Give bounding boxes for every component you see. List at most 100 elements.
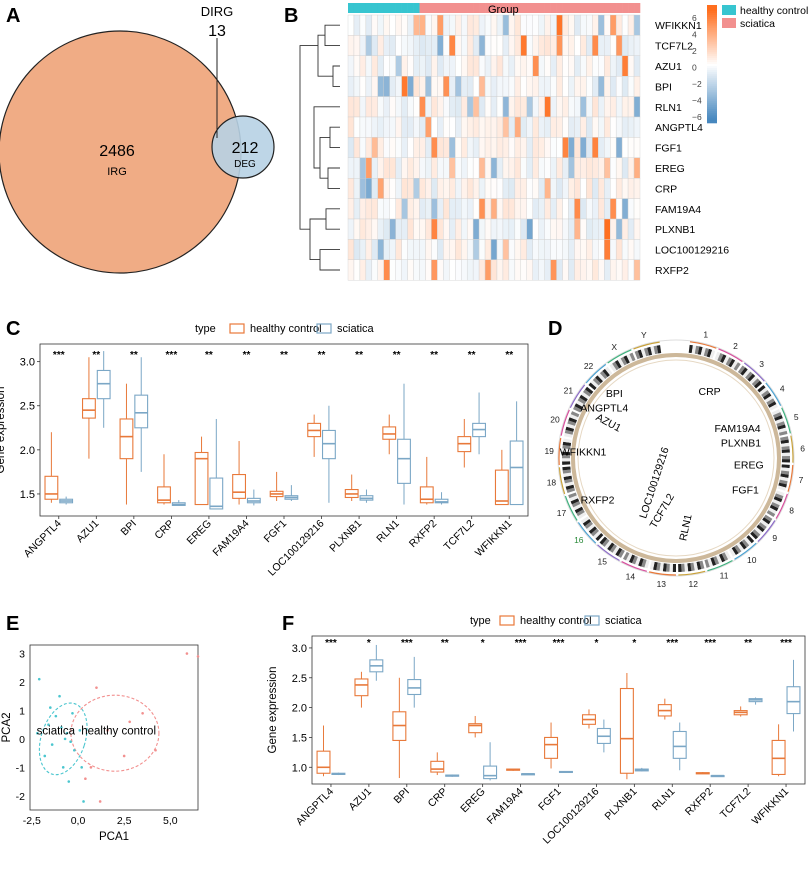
pca-y-axis-label: PCA2 (1, 712, 13, 742)
heatmap-cell (556, 239, 563, 260)
y-tick-label: 3.0 (20, 357, 35, 369)
heatmap-cell (544, 137, 551, 158)
y-axis-label: Gene expression (267, 667, 279, 754)
heatmap-cell (359, 14, 367, 36)
heatmap-cell (520, 177, 527, 199)
heatmap-cell (592, 55, 599, 77)
heatmap-group-cell (604, 3, 611, 13)
significance-label: ** (243, 350, 251, 361)
heatmap-cell (610, 75, 617, 97)
heatmap-cell (627, 239, 635, 260)
heatmap-cell (443, 35, 450, 57)
y-tick-label: 2.5 (20, 401, 35, 413)
circos-chromosome-band (780, 436, 789, 441)
box-body (194, 451, 209, 506)
heatmap-cell (407, 177, 414, 199)
circos-chromosome-band (622, 551, 630, 561)
significance-label: *** (53, 350, 65, 361)
box-body (468, 723, 483, 734)
heatmap-cell (526, 137, 533, 158)
circos-chromosome-label: 21 (564, 386, 574, 396)
heatmap-cell (580, 14, 587, 36)
heatmap-cell (580, 55, 587, 77)
heatmap-cell (586, 157, 593, 179)
heatmap-cell (490, 35, 498, 57)
heatmap-cell (496, 177, 504, 199)
heatmap-cell (443, 14, 450, 36)
circos-chromosome-band (780, 473, 789, 478)
heatmap-cell (604, 218, 611, 240)
heatmap-cell (365, 55, 373, 77)
colorbar-tick-label: 4 (692, 30, 697, 40)
heatmap-cell (484, 239, 492, 260)
panel-label-e: E (6, 613, 19, 635)
circos-chromosome-band (638, 557, 644, 567)
heatmap-cell (365, 239, 373, 260)
heatmap-cell (359, 96, 367, 118)
pca-point (43, 754, 47, 758)
colorbar-segment (707, 65, 717, 69)
heatmap-cell (466, 157, 474, 179)
heatmap-cell (437, 198, 444, 220)
circos-chromosome-band (662, 563, 667, 572)
heatmap-cell (407, 35, 414, 57)
colorbar-segment (707, 95, 717, 98)
heatmap-cell (383, 239, 390, 260)
circos-chromosome-band (656, 345, 662, 354)
heatmap-cell (407, 198, 414, 220)
pca-point (71, 711, 74, 715)
heatmap-group-cell (580, 3, 587, 13)
heatmap-cell (586, 259, 593, 281)
circos-chromosome-band (747, 373, 756, 382)
dendrogram-branch (299, 45, 318, 230)
heatmap-cell (437, 14, 444, 36)
box-body (316, 750, 331, 774)
heatmap-cell (455, 137, 462, 158)
pca-point (122, 754, 126, 758)
heatmap-cell (526, 218, 533, 240)
circos-chromosome-label: 9 (772, 533, 777, 543)
heatmap-cell (449, 259, 456, 281)
circos-chromosome-band (579, 394, 588, 402)
circos-chromosome-band (713, 556, 720, 565)
colorbar-segment (707, 6, 717, 10)
circos-chromosome-band (577, 397, 587, 405)
colorbar-segment (707, 46, 717, 49)
heatmap-cell (627, 198, 635, 220)
heatmap-cell (443, 96, 450, 118)
heatmap-cell (598, 218, 605, 240)
heatmap-cell (413, 198, 420, 220)
heatmap-cell (461, 14, 468, 36)
heatmap-cell (425, 157, 432, 179)
colorbar-segment (707, 30, 717, 33)
heatmap-cell (621, 116, 629, 138)
heatmap-cell (353, 96, 361, 118)
legend-type-title: type (195, 323, 216, 335)
heatmap-cell (538, 116, 545, 138)
heatmap-cell (431, 239, 438, 260)
circos-chromosome-band (602, 368, 610, 378)
heatmap-cell (532, 55, 539, 77)
circos-chromosome-band (756, 524, 765, 533)
heatmap-cell (627, 157, 635, 179)
heatmap-cell (466, 55, 474, 77)
circos-chromosome-label: 7 (799, 475, 804, 485)
heatmap-cell (383, 259, 390, 281)
heatmap-cell (621, 14, 629, 36)
heatmap-cell (484, 177, 492, 199)
circos-chromosome-band (779, 476, 789, 482)
heatmap-cell (544, 239, 551, 260)
colorbar-segment (707, 8, 717, 12)
heatmap-cell (568, 137, 575, 158)
legend-key-sciatica (316, 323, 332, 334)
heatmap-cell (580, 239, 587, 260)
heatmap-cell (496, 55, 504, 77)
heatmap-cell (449, 96, 456, 118)
heatmap-cell (395, 55, 402, 77)
heatmap-cell (526, 157, 533, 179)
circos-chromosome-band (694, 345, 700, 355)
heatmap-cell (621, 218, 629, 240)
heatmap-group-legend: healthy control sciatica (722, 5, 808, 30)
heatmap-cell (455, 177, 462, 199)
circos-chromosome-band (562, 451, 571, 456)
